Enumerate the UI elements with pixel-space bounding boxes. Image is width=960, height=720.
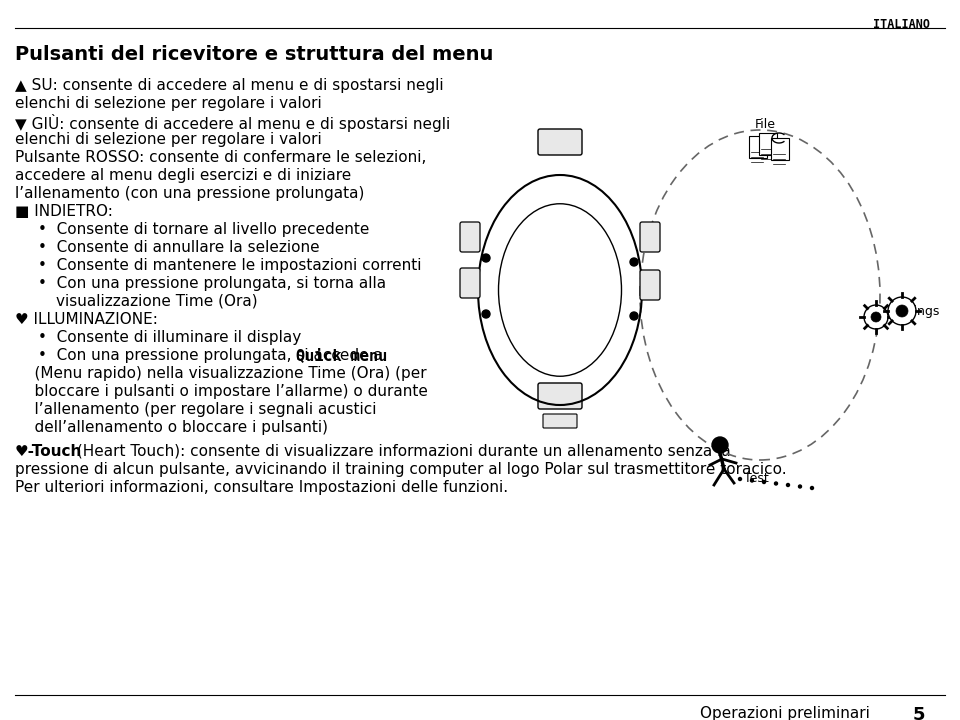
Circle shape: [482, 254, 490, 262]
Text: Operazioni preliminari: Operazioni preliminari: [700, 706, 870, 720]
Text: Pulsante ROSSO: consente di confermare le selezioni,: Pulsante ROSSO: consente di confermare l…: [15, 150, 426, 165]
Text: l’allenamento (per regolare i segnali acustici: l’allenamento (per regolare i segnali ac…: [15, 402, 376, 417]
Circle shape: [630, 258, 638, 266]
Text: •  Consente di illuminare il display: • Consente di illuminare il display: [38, 330, 301, 345]
FancyBboxPatch shape: [771, 138, 789, 160]
FancyBboxPatch shape: [538, 383, 582, 409]
FancyBboxPatch shape: [460, 268, 480, 298]
Text: ▼ GIÙ: consente di accedere al menu e di spostarsi negli: ▼ GIÙ: consente di accedere al menu e di…: [15, 114, 450, 132]
Text: (Menu rapido) nella visualizzazione Time (Ora) (per: (Menu rapido) nella visualizzazione Time…: [15, 366, 426, 381]
Text: File: File: [755, 118, 776, 131]
Text: pressione di alcun pulsante, avvicinando il training computer al logo Polar sul : pressione di alcun pulsante, avvicinando…: [15, 462, 786, 477]
Text: 5: 5: [913, 706, 925, 720]
Circle shape: [775, 482, 778, 485]
FancyBboxPatch shape: [543, 414, 577, 428]
Text: ♥ ILLUMINAZIONE:: ♥ ILLUMINAZIONE:: [15, 312, 157, 327]
Circle shape: [799, 485, 802, 488]
Text: ITALIANO: ITALIANO: [873, 18, 930, 31]
Text: elenchi di selezione per regolare i valori: elenchi di selezione per regolare i valo…: [15, 96, 322, 111]
FancyBboxPatch shape: [759, 133, 777, 155]
Text: visualizzazione Time (Ora): visualizzazione Time (Ora): [56, 294, 257, 309]
Text: •  Consente di tornare al livello precedente: • Consente di tornare al livello precede…: [38, 222, 370, 237]
Circle shape: [810, 487, 813, 490]
Circle shape: [864, 305, 888, 329]
Text: •  Con una pressione prolungata, si torna alla: • Con una pressione prolungata, si torna…: [38, 276, 386, 291]
Text: ■ INDIETRO:: ■ INDIETRO:: [15, 204, 113, 219]
Circle shape: [738, 477, 741, 480]
Circle shape: [896, 305, 908, 317]
Circle shape: [762, 480, 765, 484]
Text: dell’allenamento o bloccare i pulsanti): dell’allenamento o bloccare i pulsanti): [15, 420, 328, 435]
Text: ▲ SU: consente di accedere al menu e di spostarsi negli: ▲ SU: consente di accedere al menu e di …: [15, 78, 444, 93]
Text: l’allenamento (con una pressione prolungata): l’allenamento (con una pressione prolung…: [15, 186, 365, 201]
Text: Quick menu: Quick menu: [296, 348, 387, 363]
Text: •  Consente di mantenere le impostazioni correnti: • Consente di mantenere le impostazioni …: [38, 258, 421, 273]
FancyBboxPatch shape: [460, 222, 480, 252]
Text: ♥-Touch: ♥-Touch: [15, 444, 83, 459]
Text: Pulsanti del ricevitore e struttura del menu: Pulsanti del ricevitore e struttura del …: [15, 45, 493, 64]
Circle shape: [751, 479, 754, 482]
Text: •  Consente di annullare la selezione: • Consente di annullare la selezione: [38, 240, 320, 255]
FancyBboxPatch shape: [538, 129, 582, 155]
Circle shape: [786, 484, 789, 487]
Text: (Heart Touch): consente di visualizzare informazioni durante un allenamento senz: (Heart Touch): consente di visualizzare …: [72, 444, 731, 459]
FancyBboxPatch shape: [749, 136, 767, 158]
Circle shape: [630, 312, 638, 320]
FancyBboxPatch shape: [640, 270, 660, 300]
Text: •  Con una pressione prolungata, si accede a: • Con una pressione prolungata, si acced…: [38, 348, 388, 363]
Text: accedere al menu degli esercizi e di iniziare: accedere al menu degli esercizi e di ini…: [15, 168, 351, 183]
Circle shape: [712, 437, 728, 453]
Text: Per ulteriori informazioni, consultare Impostazioni delle funzioni.: Per ulteriori informazioni, consultare I…: [15, 480, 508, 495]
Text: Settings: Settings: [888, 305, 940, 318]
Circle shape: [482, 310, 490, 318]
Circle shape: [871, 312, 881, 322]
FancyBboxPatch shape: [640, 222, 660, 252]
Text: Test: Test: [744, 472, 769, 485]
Text: elenchi di selezione per regolare i valori: elenchi di selezione per regolare i valo…: [15, 132, 322, 147]
Text: bloccare i pulsanti o impostare l’allarme) o durante: bloccare i pulsanti o impostare l’allarm…: [15, 384, 428, 399]
Circle shape: [888, 297, 916, 325]
